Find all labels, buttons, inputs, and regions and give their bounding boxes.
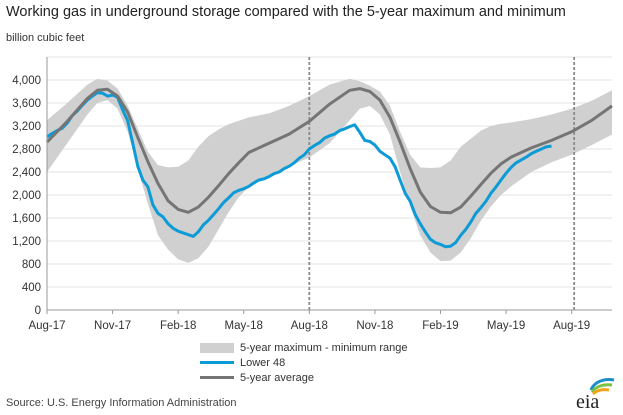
x-tick-label: Aug-18 [291, 320, 328, 332]
logo-arc-2 [590, 383, 613, 393]
legend-swatch-band [200, 342, 234, 353]
legend: 5-year maximum - minimum range Lower 48 … [200, 340, 407, 385]
y-tick-label: 0 [35, 305, 41, 317]
y-tick-label: 2,400 [12, 167, 41, 179]
x-tick-label: Feb-19 [422, 320, 458, 332]
x-tick-label: Nov-17 [94, 320, 131, 332]
x-tick-label: Aug-17 [28, 320, 65, 332]
source-note: Source: U.S. Energy Information Administ… [6, 397, 237, 409]
legend-label-lower48: Lower 48 [240, 356, 286, 369]
x-tick-labels: Aug-17 Nov-17 Feb-18 May-18 Aug-18 Nov-18 Feb-… [28, 310, 590, 332]
legend-label-band: 5-year maximum - minimum range [240, 341, 408, 354]
logo-arc-1 [589, 378, 615, 391]
y-tick-label: 4,000 [12, 75, 41, 87]
eia-logo: eia [576, 378, 615, 412]
series-line-5yr-average [45, 87, 613, 215]
x-tick-label: Nov-18 [356, 320, 393, 332]
x-tick-label: Aug-19 [553, 320, 590, 332]
y-tick-label: 3,200 [12, 121, 41, 133]
y-tick-label: 800 [22, 259, 41, 271]
legend-item-band: 5-year maximum - minimum range [200, 340, 407, 355]
y-tick-label: 2,800 [12, 144, 41, 156]
y-tick-label: 2,000 [12, 190, 41, 202]
series-line-lower48 [46, 91, 552, 249]
logo-text: eia [576, 391, 599, 412]
range-band-layer [47, 78, 612, 263]
y-tick-label: 400 [22, 282, 41, 294]
x-tick-label: May-19 [487, 320, 525, 332]
range-band [47, 78, 612, 263]
logo-arc-3 [591, 388, 610, 396]
y-tick-label: 1,200 [12, 236, 41, 248]
legend-swatch-average [200, 376, 234, 379]
y-tick-label: 3,600 [12, 98, 41, 110]
legend-swatch-lower48 [200, 361, 234, 364]
x-tick-label: Feb-18 [160, 320, 196, 332]
series-lines [45, 87, 613, 249]
y-axis-unit-label: billion cubic feet [6, 32, 85, 44]
axes [46, 57, 612, 311]
legend-item-average: 5-year average [200, 370, 407, 385]
chart-title: Working gas in underground storage compa… [6, 4, 566, 20]
legend-item-lower48: Lower 48 [200, 355, 407, 370]
y-tick-label: 1,600 [12, 213, 41, 225]
legend-label-average: 5-year average [240, 371, 314, 384]
year-dividers [308, 57, 576, 310]
y-tick-labels: 0 400 800 1,200 1,600 2,000 2,400 2,800 3,200 3,6… [12, 75, 41, 317]
x-tick-label: May-18 [225, 320, 263, 332]
